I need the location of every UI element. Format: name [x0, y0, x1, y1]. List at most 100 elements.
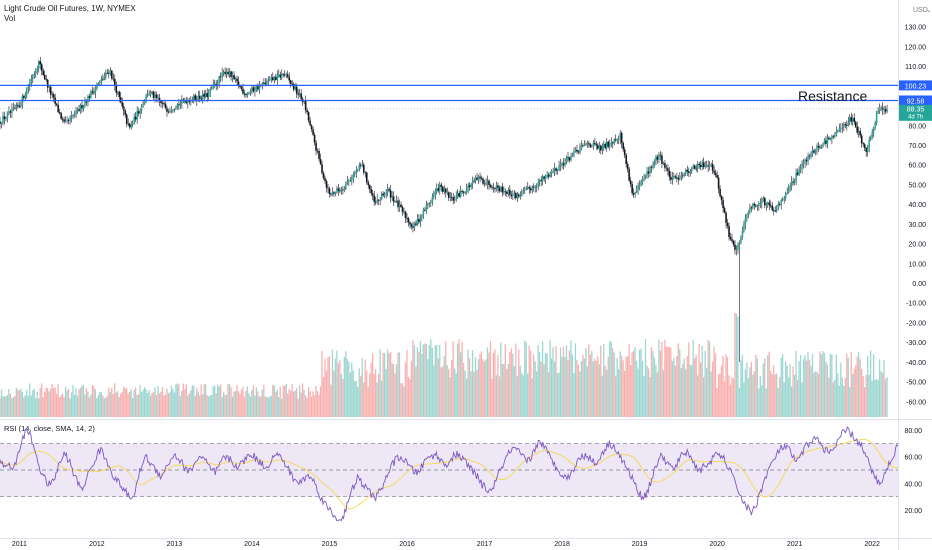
candle-body	[397, 200, 399, 208]
candle-body	[190, 100, 192, 102]
volume-bar	[306, 397, 308, 417]
candle-body	[883, 108, 885, 110]
volume-bar	[735, 313, 738, 417]
volume-bar	[67, 388, 70, 417]
volume-bar	[190, 390, 192, 417]
volume-bar	[656, 372, 659, 417]
volume-bar	[564, 357, 566, 417]
candle-body	[23, 96, 25, 99]
volume-bar	[90, 395, 92, 417]
volume-bar	[527, 373, 529, 417]
volume-bar	[157, 386, 159, 417]
candle-body	[155, 94, 158, 98]
candle-body	[774, 210, 777, 212]
candle-body	[233, 75, 235, 80]
candle-body	[292, 84, 295, 90]
volume-bar	[146, 393, 149, 417]
volume-bar	[215, 393, 217, 417]
candle-body	[143, 101, 146, 105]
candle-body	[747, 211, 750, 215]
candle-body	[644, 175, 647, 179]
candle-body	[453, 199, 456, 201]
candle-body	[300, 93, 302, 99]
candle-body	[825, 140, 827, 144]
volume-bar	[278, 396, 280, 417]
volume-bar	[547, 372, 550, 417]
volume-bar	[670, 347, 672, 417]
candle-body	[128, 123, 131, 128]
volume-bar	[261, 389, 263, 417]
candle-body	[820, 146, 823, 148]
candle-body	[269, 78, 271, 81]
volume-bar	[64, 386, 67, 417]
volume-bar	[565, 345, 568, 417]
candle-body	[243, 93, 246, 95]
candle-body	[5, 117, 7, 120]
candle-body	[501, 186, 504, 193]
candle-body	[279, 74, 282, 78]
volume-bar	[93, 386, 95, 417]
volume-bar	[96, 398, 98, 417]
volume-bar	[844, 378, 846, 417]
volume-bar	[874, 379, 876, 417]
volume-bar	[230, 387, 232, 417]
volume-bar	[252, 385, 255, 417]
candle-body	[582, 145, 584, 147]
volume-bar	[388, 353, 390, 417]
volume-bar	[661, 341, 663, 417]
candle-body	[270, 77, 273, 79]
volume-bar	[172, 388, 174, 417]
volume-bar	[12, 397, 15, 417]
candle-body	[81, 105, 83, 109]
volume-bar	[61, 393, 64, 417]
currency-chevron-icon[interactable]: ⌄	[926, 7, 932, 14]
volume-bar	[415, 366, 417, 417]
volume-bar	[853, 368, 855, 417]
volume-bar	[269, 396, 271, 417]
candle-body	[172, 110, 174, 111]
candle-body	[689, 171, 692, 173]
candle-body	[167, 111, 170, 113]
volume-bar	[538, 352, 541, 417]
volume-bar	[199, 395, 201, 417]
candle-body	[880, 107, 882, 109]
volume-bar	[313, 395, 316, 417]
volume-bar	[752, 374, 754, 417]
volume-bar	[401, 383, 404, 417]
candle-body	[379, 199, 381, 201]
candle-body	[729, 236, 732, 240]
volume-bar	[461, 341, 463, 417]
candle-body	[661, 155, 663, 164]
volume-bar	[258, 396, 261, 417]
candle-body	[853, 118, 856, 122]
volume-bar	[340, 373, 343, 417]
candle-body	[325, 180, 328, 188]
volume-bar	[701, 345, 703, 417]
volume-bar	[799, 354, 802, 417]
candle-body	[105, 72, 107, 77]
volume-bar	[120, 393, 122, 417]
volume-bar	[382, 352, 384, 417]
candle-body	[139, 110, 141, 114]
candle-body	[91, 91, 94, 93]
candle-body	[11, 108, 13, 113]
candle-body	[616, 140, 619, 141]
price-tick-label: -40.00	[906, 360, 926, 367]
candle-body	[573, 151, 575, 155]
candle-body	[3, 116, 6, 120]
candle-body	[854, 121, 857, 127]
volume-bar	[418, 352, 420, 417]
resistance-annotation[interactable]: Resistance	[798, 88, 867, 104]
volume-bar	[136, 394, 138, 417]
candle-body	[357, 169, 359, 171]
volume-bar	[385, 368, 387, 417]
candle-body	[336, 188, 338, 193]
volume-bar	[467, 349, 469, 417]
volume-bar	[105, 397, 107, 417]
volume-bar	[400, 383, 402, 417]
volume-bar	[9, 393, 12, 417]
volume-bar	[816, 371, 818, 417]
volume-bar	[637, 368, 639, 417]
candle-body	[804, 159, 806, 163]
